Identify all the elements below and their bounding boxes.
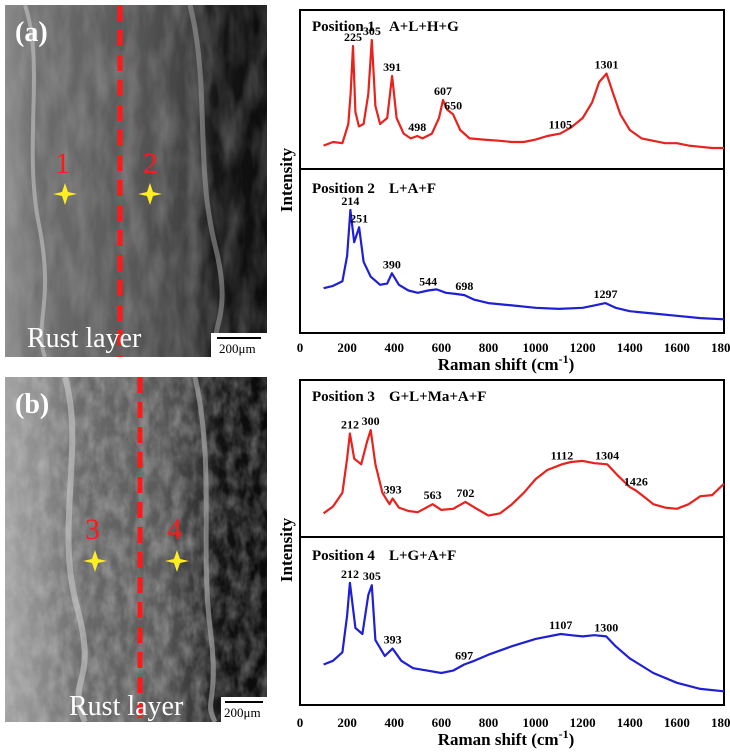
y-axis-label: Intensity (277, 517, 296, 582)
peak-label: 698 (455, 279, 473, 293)
series-title-phases: L+A+F (389, 181, 436, 197)
rust-layer-label-b: Rust layer (69, 691, 184, 722)
x-tick-label: 1400 (617, 715, 643, 730)
x-tick-label: 800 (479, 340, 499, 355)
x-tick-label: 1600 (664, 340, 690, 355)
star-icon (165, 550, 189, 572)
series-title-phases: A+L+H+G (389, 19, 459, 35)
peak-label: 251 (350, 211, 368, 225)
peak-label: 607 (434, 84, 452, 98)
raman-chart-a: Intensity Position 1 A+L+H+G Position 2 L+… (277, 9, 730, 374)
peak-label: 393 (384, 483, 402, 497)
series-title: Position 3 G+L+Ma+A+F (312, 389, 486, 405)
panel-label-a: (a) (15, 17, 48, 48)
x-tick-label: 800 (479, 715, 499, 730)
peak-label: 305 (363, 24, 381, 38)
series-title-name: Position 2 (312, 181, 375, 197)
peak-label: 1107 (549, 618, 572, 632)
series-title: Position 4 L+G+A+F (312, 548, 456, 564)
peak-label: 391 (383, 60, 401, 74)
peak-label: 563 (424, 488, 442, 502)
x-tick-label: 0 (297, 340, 304, 355)
series-line-position-2 (323, 208, 725, 321)
x-tick-label: 600 (432, 340, 452, 355)
peak-label: 214 (341, 194, 359, 208)
series-line-position-3 (322, 429, 725, 517)
point-label-2: 2 (143, 147, 158, 180)
plot-frame (299, 379, 725, 706)
x-tick-label: 1000 (523, 340, 549, 355)
series-title: Position 1 A+L+H+G (312, 19, 459, 35)
micrograph-b-image: (b) 3 4 Rust layer 200μm (5, 377, 267, 722)
peak-label: 212 (341, 418, 359, 432)
x-tick-label: 1600 (664, 715, 690, 730)
peak-label: 1304 (595, 448, 619, 462)
peak-label: 225 (344, 30, 362, 44)
peak-label: 650 (444, 98, 462, 112)
x-tick-label: 200 (337, 340, 357, 355)
series-title: Position 2 L+A+F (312, 181, 436, 197)
x-tick-label: 1800 (711, 715, 730, 730)
series-title-name: Position 3 (312, 389, 375, 405)
x-tick-label: 1800 (711, 340, 730, 355)
x-tick-label: 1400 (617, 340, 643, 355)
raman-chart-b: Intensity Position 3 G+L+Ma+A+F Position … (277, 379, 730, 749)
peak-label: 212 (341, 567, 359, 581)
peak-label: 1105 (549, 118, 572, 132)
point-label-3: 3 (85, 513, 100, 546)
series-line-position-4 (323, 581, 725, 693)
series-title-name: Position 1 (312, 19, 375, 35)
peak-label: 1301 (594, 58, 618, 72)
micrograph-a-image: (a) 1 2 Rust layer 200μm (5, 5, 267, 357)
y-axis-label: Intensity (277, 147, 296, 212)
x-tick-label: 0 (297, 715, 304, 730)
peak-label: 1300 (594, 620, 618, 634)
series-title-phases: G+L+Ma+A+F (389, 389, 487, 405)
star-icon (83, 550, 107, 572)
x-tick-label: 200 (337, 715, 357, 730)
peak-label: 702 (456, 486, 474, 500)
x-tick-label: 600 (432, 715, 452, 730)
star-icon (138, 183, 162, 205)
point-label-4: 4 (167, 513, 182, 546)
peak-label: 305 (363, 569, 381, 583)
x-tick-labels: 0 200 400 600 800 1000 1200 1400 1600 1800 (297, 340, 730, 355)
peak-label: 1426 (624, 475, 648, 489)
scale-bar-label-b: 200μm (224, 705, 261, 720)
series-title-phases: L+G+A+F (389, 548, 456, 564)
x-axis-label: Raman shift (cm-1) (438, 727, 575, 749)
x-tick-labels: 0 200 400 600 800 1000 1200 1400 1600 1800 (297, 715, 730, 730)
x-tick-label: 1000 (523, 715, 549, 730)
peak-label: 544 (419, 275, 437, 289)
peak-label: 498 (408, 120, 426, 134)
x-tick-label: 1200 (570, 340, 596, 355)
panel-label-b: (b) (15, 389, 49, 420)
micrograph-a: (a) 1 2 Rust layer 200μm (5, 5, 267, 357)
peak-label: 300 (362, 414, 380, 428)
x-tick-label: 1200 (570, 715, 596, 730)
x-tick-label: 400 (384, 340, 404, 355)
peak-label: 393 (384, 633, 402, 647)
point-label-1: 1 (55, 147, 70, 180)
series-line-position-1 (323, 38, 724, 150)
star-icon (53, 183, 77, 205)
scale-bar-label-a: 200μm (219, 341, 256, 356)
x-axis-label: Raman shift (cm-1) (438, 352, 575, 374)
peak-label: 1297 (594, 287, 618, 301)
plot-frame (299, 9, 725, 334)
series-title-name: Position 4 (312, 548, 375, 564)
micrograph-b: (b) 3 4 Rust layer 200μm (5, 377, 267, 722)
peak-label: 390 (383, 257, 401, 271)
peak-label: 697 (455, 649, 473, 663)
rust-layer-label-a: Rust layer (27, 323, 142, 354)
x-tick-label: 400 (384, 715, 404, 730)
peak-label: 1112 (551, 448, 574, 462)
